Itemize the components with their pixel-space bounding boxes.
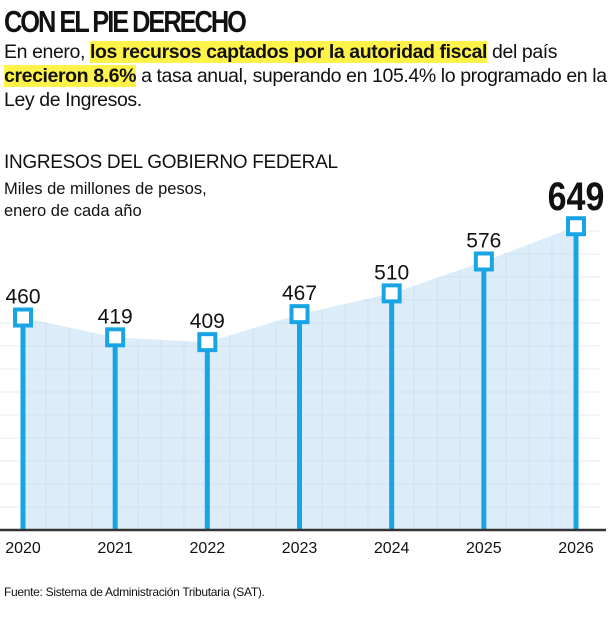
marker-2026 xyxy=(566,216,586,237)
data-label: 467 xyxy=(282,282,317,305)
marker-2024 xyxy=(381,283,402,304)
bar-2023 xyxy=(297,314,302,530)
lede-highlight: crecieron 8.6% xyxy=(4,65,137,87)
x-tick-label: 2026 xyxy=(558,540,594,557)
chart: 460 2020 419 2021 409 2022 467 2023 510 2024 576 20… xyxy=(0,173,610,557)
marker-2022 xyxy=(197,332,218,353)
marker-2021 xyxy=(105,327,126,348)
bar-2026 xyxy=(573,226,579,530)
chart-title: INGRESOS DEL GOBIERNO FEDERAL xyxy=(4,152,338,173)
x-tick-label: 2022 xyxy=(190,540,226,557)
data-label: 576 xyxy=(466,229,501,252)
source-note: Fuente: Sistema de Administración Tribut… xyxy=(4,585,265,599)
lede-text: del país xyxy=(487,41,558,63)
subtitle-line: Miles de millones de pesos, xyxy=(4,180,207,198)
data-label: 409 xyxy=(190,310,225,333)
chart-subtitle: Miles de millones de pesos, enero de cada… xyxy=(4,178,264,222)
bar-2025 xyxy=(481,261,487,530)
marker-2020 xyxy=(13,307,33,328)
lede: En enero, los recursos captados por la a… xyxy=(4,40,609,112)
lede-text: a tasa anual, superando en 105.4% lo pro… xyxy=(4,65,607,111)
x-tick-label: 2025 xyxy=(466,540,502,557)
bar-2021 xyxy=(112,337,118,530)
marker-2025 xyxy=(473,251,494,272)
data-label: 649 xyxy=(548,174,605,219)
data-label: 419 xyxy=(98,305,133,328)
bar-2024 xyxy=(389,293,395,530)
lede-highlight: los recursos captados por la autoridad f… xyxy=(89,41,488,63)
lede-text: En enero, xyxy=(4,41,90,63)
data-label: 510 xyxy=(374,261,409,284)
marker-2023 xyxy=(289,304,310,325)
bar-2022 xyxy=(204,342,210,530)
area-mask xyxy=(0,180,610,343)
data-label: 460 xyxy=(5,286,40,309)
subtitle-line: enero de cada año xyxy=(4,202,142,220)
x-tick-label: 2024 xyxy=(374,540,410,557)
x-tick-label: 2020 xyxy=(5,540,41,557)
bar-2020 xyxy=(20,317,26,530)
x-tick-label: 2023 xyxy=(282,540,318,557)
headline: CON EL PIE DERECHO xyxy=(4,4,247,39)
x-tick-label: 2021 xyxy=(97,540,133,557)
